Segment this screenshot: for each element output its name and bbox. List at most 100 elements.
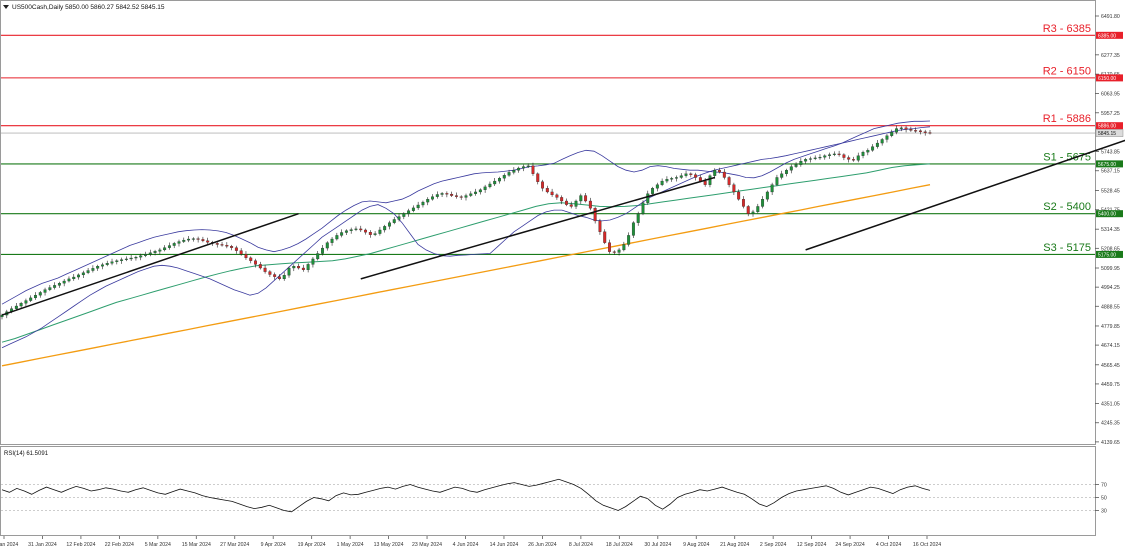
date-axis-label: 13 May 2024 [374,542,404,548]
level-price-tag [1096,250,1123,258]
triangle-down-icon[interactable] [3,5,9,9]
date-axis-label: 9 Aug 2024 [683,542,709,548]
date-axis-label: 18 Jul 2024 [606,542,633,548]
candle-body [201,239,205,241]
candle-body [277,276,281,280]
candle-body [301,267,305,270]
candle-body [167,245,171,248]
price-axis-label: 5637.15 [1101,169,1120,175]
candle-body [751,211,755,214]
candle-body [564,200,568,205]
candle-body [785,170,788,174]
candle-body [153,251,157,253]
candle-body [249,257,253,261]
price-axis-label: 5099.95 [1101,266,1120,272]
trendline [1,212,299,316]
candle-body [746,206,750,214]
bollinger-lower-band [1,126,931,349]
candle-body [660,180,664,185]
date-axis-label: 4 Oct 2024 [876,542,901,548]
candle-body [402,213,406,217]
candle-body [507,172,511,176]
candle-body [148,252,152,255]
candle-body [545,188,549,193]
date-axis-label: 22 Feb 2024 [105,542,134,548]
candle-body [560,197,564,202]
candle-body [464,195,468,198]
level-price-tag-text: 6385.00 [1098,33,1116,39]
candle-body [469,193,473,196]
candle-body [321,247,324,254]
level-label: S1 - 5675 [1043,151,1091,163]
candle-body [679,175,683,178]
price-axis-label: 4351.05 [1101,402,1120,408]
candle-body [923,131,927,133]
candle-body [105,263,109,265]
candle-body [918,130,922,132]
chart-header[interactable]: US500Cash,Daily 5850.00 5860.27 5842.52 … [3,4,165,11]
price-axis-label: 6063.95 [1101,91,1120,97]
price-axis-label: 5957.25 [1101,111,1120,117]
candle-body [584,195,588,202]
candle-body [670,178,674,180]
price-axis-label: 5528.45 [1101,188,1120,194]
date-axis-label: 2 Sep 2024 [760,542,787,548]
candle-body [694,174,698,178]
candle-body [780,173,784,178]
candle-body [617,249,621,253]
candle-body [14,305,18,309]
candle-body [426,199,430,203]
candle-body [220,244,224,246]
candle-body [493,180,497,185]
candle-body [828,154,832,156]
rsi-axis-label: 30 [1101,509,1107,515]
level-label: R2 - 6150 [1043,65,1091,77]
trendline [805,139,1125,251]
rsi-title: RSI(14) 61.5091 [4,451,49,457]
candle-body [641,202,645,214]
candle-body [636,213,640,223]
level-price-tag-text: 5675.00 [1098,162,1116,168]
candle-body [91,268,95,271]
candle-body [722,171,726,178]
candle-body [890,132,894,136]
candle-body [254,260,257,265]
candle-body [440,193,444,195]
candle-body [81,272,85,276]
candle-body [871,146,875,151]
candle-body [392,219,396,223]
candle-body [488,183,492,188]
candle-body [718,170,721,173]
candle-body [196,238,200,240]
candle-body [134,256,138,259]
candle-body [86,270,90,273]
candle-body [880,139,884,144]
candle-body [306,264,310,270]
candle-body [823,155,827,158]
candle-body [904,127,908,130]
candle-body [459,196,463,198]
candle-body [765,191,769,200]
level-price-tag [1096,160,1123,168]
date-axis-label: 27 Mar 2024 [220,542,249,548]
candle-body [574,200,578,207]
candle-body [842,154,846,158]
candle-body [435,194,439,197]
date-axis-label: 26 Jun 2024 [528,542,557,548]
candle-body [512,170,516,173]
candle-body [808,158,812,160]
price-axis-label: 4779.85 [1101,324,1120,330]
candle-body [359,228,363,231]
candle-body [397,216,401,220]
candle-body [713,170,717,176]
candle-body [703,180,707,185]
candle-body [536,173,540,182]
candle-body [115,260,119,262]
candle-body [368,232,372,235]
candle-body [875,142,879,147]
price-axis-label: 4459.75 [1101,382,1120,388]
candle-body [129,257,133,260]
candle-body [139,255,143,258]
